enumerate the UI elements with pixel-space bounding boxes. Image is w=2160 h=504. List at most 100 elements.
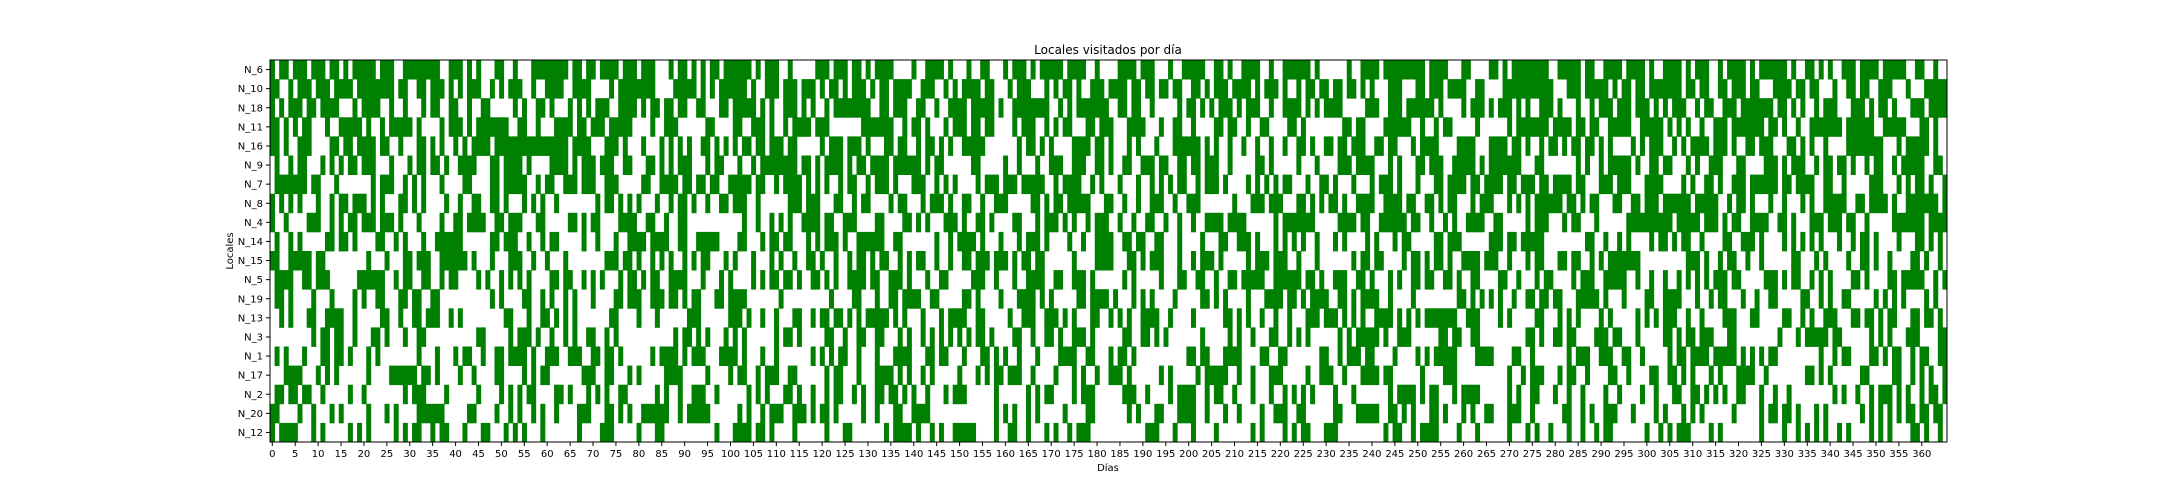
heatmap-cell [650,270,656,290]
heatmap-cell [1484,193,1490,214]
heatmap-cell [1250,422,1256,443]
heatmap-cell [1484,251,1490,271]
heatmap-cell [1717,117,1723,137]
heatmap-cell [531,79,537,99]
heatmap-cell [1713,270,1719,290]
heatmap-cell [829,289,834,309]
x-tick-label: 305 [1660,449,1679,460]
heatmap-cell [1782,117,1788,137]
heatmap-cell [1621,270,1627,290]
heatmap-cell [819,346,825,366]
heatmap-cell [1786,136,1792,156]
heatmap-cell [1053,60,1059,80]
heatmap-cell [1887,251,1893,271]
x-tick-label: 220 [1271,449,1290,460]
heatmap-cell [916,155,922,175]
heatmap-cell [535,212,541,233]
heatmap-cell [682,327,688,347]
heatmap-cell [1566,384,1572,405]
heatmap-cell [1626,231,1632,252]
heatmap-cell [1255,60,1261,80]
heatmap-cell [1649,270,1655,290]
heatmap-cell [856,98,862,118]
heatmap-cell [434,403,440,424]
heatmap-cell [1081,365,1086,386]
heatmap-cell [1768,60,1774,80]
heatmap-cell [1012,365,1018,386]
heatmap-cell [897,79,903,99]
heatmap-cell [590,365,596,386]
heatmap-cell [741,212,747,233]
heatmap-cell [627,60,633,80]
heatmap-cell [691,403,697,424]
x-tick-label: 75 [610,449,623,460]
heatmap-cell [920,403,926,424]
heatmap-cell [297,79,303,99]
heatmap-cell [792,136,798,156]
heatmap-cell [1667,365,1673,386]
heatmap-cell [590,346,596,366]
heatmap-cell [1603,231,1609,252]
heatmap-cell [302,117,308,137]
x-tick-label: 85 [655,449,668,460]
heatmap-cell [847,251,853,271]
heatmap-cell [893,308,899,328]
heatmap-cell [1924,403,1930,424]
heatmap-cell [398,289,404,309]
heatmap-cell [1539,231,1545,252]
heatmap-cell [457,251,463,271]
heatmap-cell [1438,98,1444,118]
heatmap-cell [604,174,610,195]
heatmap-cell [1223,403,1229,424]
heatmap-cell [865,117,871,137]
heatmap-cell [1782,98,1788,118]
heatmap-cell [696,174,702,195]
heatmap-cell [691,193,697,214]
heatmap-cell [1837,231,1843,252]
heatmap-cell [1690,403,1696,424]
heatmap-cell [1346,117,1352,137]
heatmap-cell [760,231,766,252]
heatmap-cell [1342,155,1348,175]
x-tick-label: 115 [790,449,809,460]
heatmap-cell [1103,231,1109,252]
heatmap-cell [1892,289,1897,309]
heatmap-cell [1227,346,1233,366]
heatmap-cell [650,98,656,118]
heatmap-cell [1131,346,1137,366]
heatmap-cell [879,251,885,271]
heatmap-cell [402,251,408,271]
heatmap-cell [769,251,775,271]
heatmap-cell [1397,117,1403,137]
heatmap-cell [824,270,830,290]
heatmap-cell [1012,270,1018,290]
heatmap-cell [1722,117,1728,137]
heatmap-cell [1099,174,1105,195]
heatmap-cell [1245,174,1251,195]
heatmap-cell [1676,79,1682,99]
heatmap-cell [1319,79,1325,99]
heatmap-cell [618,193,624,214]
heatmap-cell [696,327,702,347]
heatmap-cell [1823,117,1829,137]
heatmap-cell [1305,79,1311,99]
heatmap-cell [1090,308,1096,328]
heatmap-cell [1566,403,1572,424]
heatmap-cell [1722,384,1728,405]
heatmap-cell [1429,193,1435,214]
heatmap-cell [522,174,527,195]
heatmap-cell [1818,60,1824,80]
heatmap-cell [512,346,518,366]
heatmap-cell [847,155,853,175]
heatmap-cell [1108,231,1114,252]
heatmap-cell [1892,193,1897,214]
heatmap-cell [1612,270,1618,290]
heatmap-cell [1195,60,1201,80]
heatmap-cell [393,422,399,443]
heatmap-cell [934,60,940,80]
heatmap-cell [1910,136,1916,156]
heatmap-cell [627,98,633,118]
heatmap-cell [599,155,605,175]
heatmap-cell [1131,384,1137,405]
heatmap-cell [1035,270,1041,290]
